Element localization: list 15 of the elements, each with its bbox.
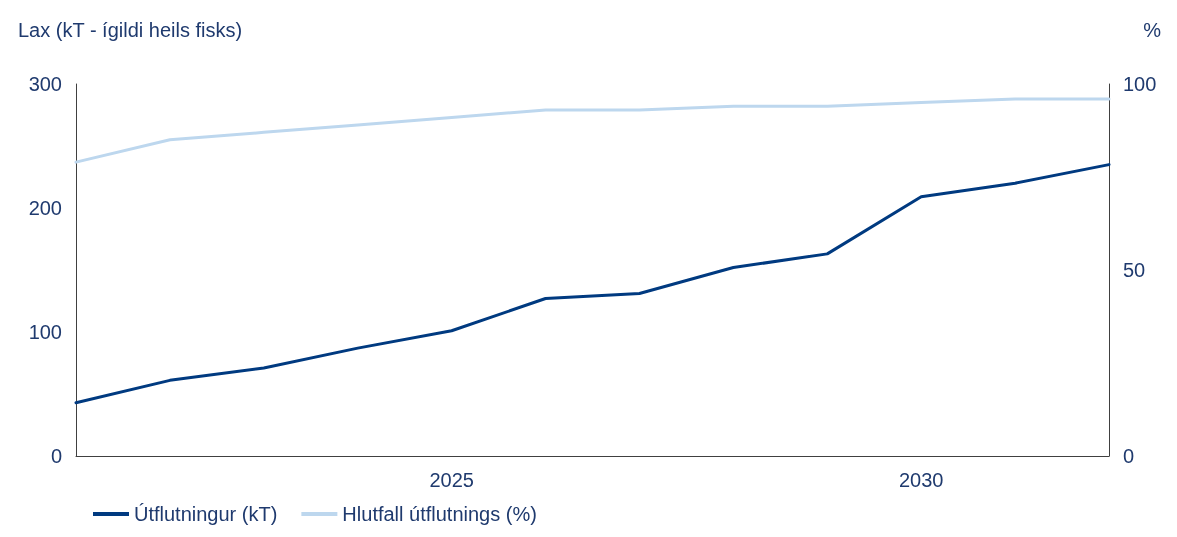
y2-tick-label: 0 [1123, 445, 1135, 467]
legend-label: Útflutningur (kT) [134, 503, 278, 525]
x-tick-label: 2030 [898, 469, 944, 491]
y2-tick-label: 100 [1123, 73, 1157, 95]
y2-tick-label: 50 [1123, 259, 1146, 281]
y-axis-title: Lax (kT - ígildi heils fisks) [18, 19, 243, 41]
y-tick-label: 300 [28, 73, 62, 95]
y2-axis-title: % [1143, 19, 1162, 41]
line-series [74, 97, 1111, 164]
legend-label: Hlutfall útflutnings (%) [342, 503, 537, 525]
line-series [74, 163, 1111, 405]
x-tick-label: 2025 [429, 469, 474, 491]
y-tick-label: 200 [28, 197, 62, 219]
y-tick-label: 100 [28, 321, 62, 343]
y-tick-label: 0 [50, 445, 62, 467]
